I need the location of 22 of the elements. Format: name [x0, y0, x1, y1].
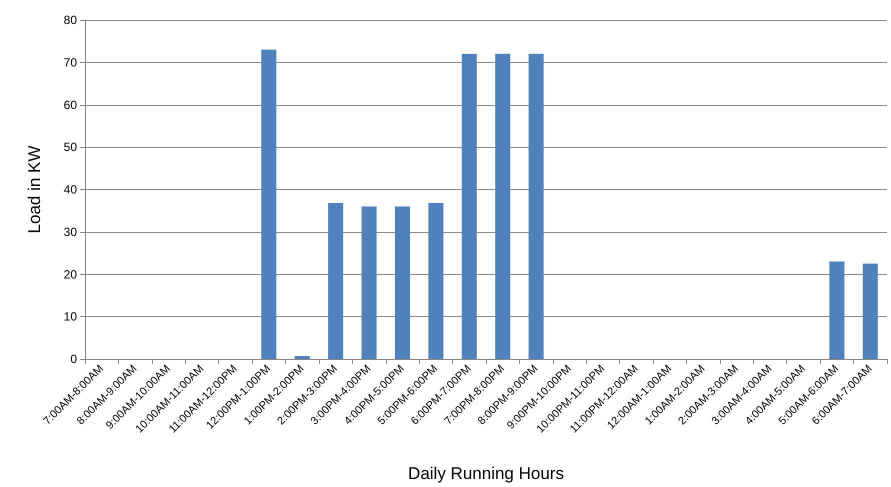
- y-axis-title: Load in KW: [25, 146, 44, 234]
- y-tick-label: 60: [64, 98, 78, 112]
- x-axis-title: Daily Running Hours: [408, 464, 564, 483]
- bar: [495, 54, 510, 359]
- bar: [862, 264, 878, 359]
- y-tick-label: 20: [64, 267, 78, 282]
- y-tick-label: 40: [64, 182, 78, 196]
- bar: [328, 203, 344, 359]
- y-tick-label: 80: [64, 13, 78, 27]
- bar: [362, 206, 377, 359]
- bar: [428, 203, 444, 359]
- y-tick-label: 70: [64, 55, 78, 70]
- bar: [829, 262, 844, 359]
- bar: [528, 54, 544, 359]
- bar: [294, 356, 310, 359]
- y-tick-label: 50: [64, 140, 78, 154]
- bar: [394, 206, 410, 359]
- bar: [261, 50, 276, 359]
- y-tick-label: 10: [64, 310, 78, 324]
- bar: [462, 54, 477, 359]
- y-tick-label: 0: [70, 352, 78, 366]
- y-tick-label: 30: [64, 224, 78, 239]
